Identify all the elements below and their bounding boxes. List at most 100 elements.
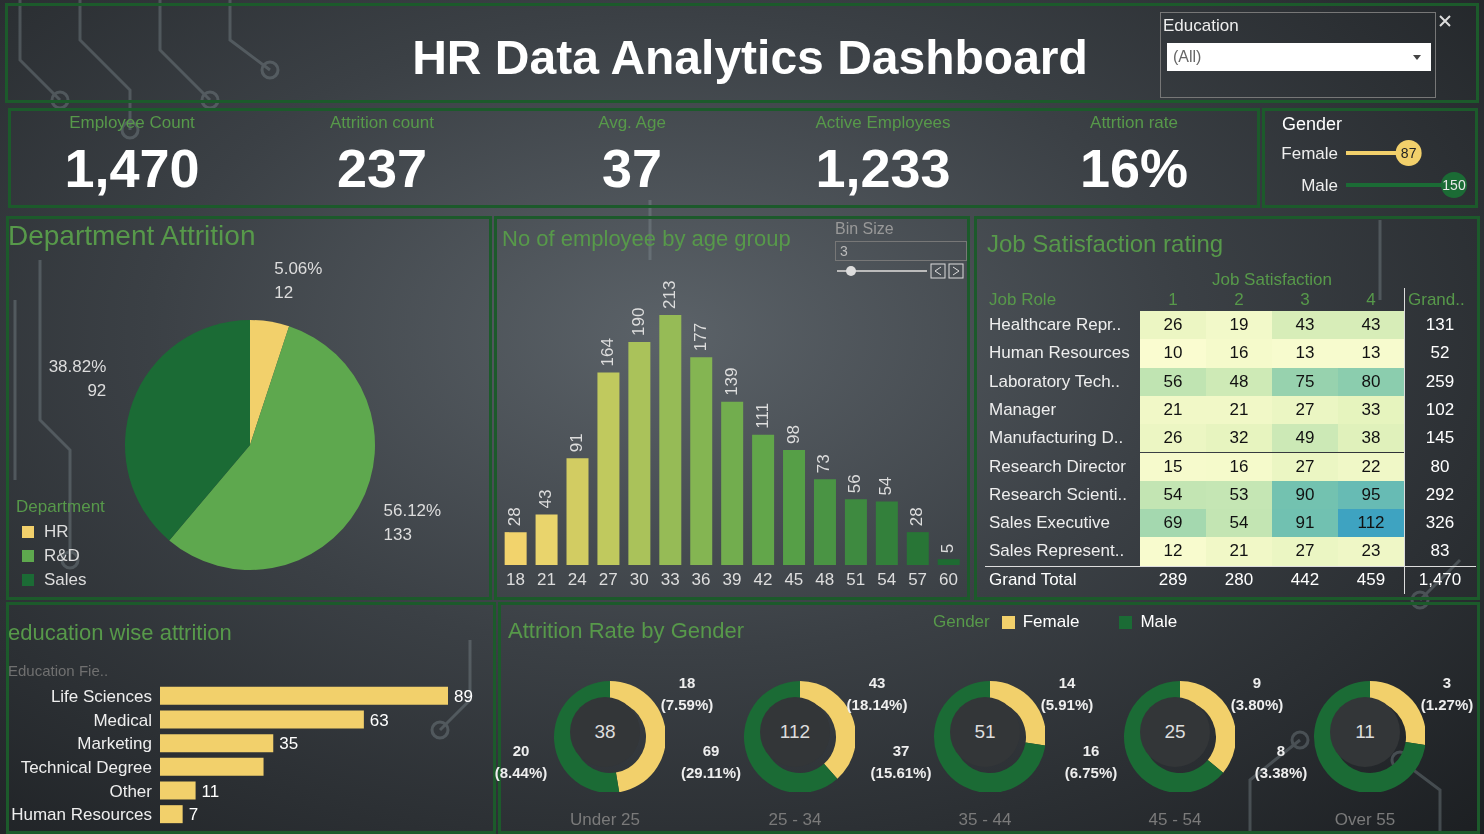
svg-text:27: 27 xyxy=(599,570,618,589)
html-text:56: 56 xyxy=(1163,371,1183,391)
html-text:HR Data Analytics Dashboard: HR Data Analytics Dashboard xyxy=(412,31,1088,84)
svg-text:60: 60 xyxy=(939,570,958,589)
svg-text:21: 21 xyxy=(537,570,556,589)
svg-text:48: 48 xyxy=(815,570,834,589)
html-text:259: 259 xyxy=(1425,371,1455,391)
svg-text:63: 63 xyxy=(370,711,389,730)
svg-text:190: 190 xyxy=(629,308,648,336)
html-text:27: 27 xyxy=(1295,399,1315,419)
html-text:33: 33 xyxy=(1361,399,1381,419)
html-text:No of employee by age group: No of employee by age group xyxy=(502,226,791,251)
html-text:11: 11 xyxy=(1355,721,1375,742)
svg-text:150: 150 xyxy=(1442,177,1466,193)
svg-text:5.06%: 5.06% xyxy=(274,259,322,278)
svg-text:45: 45 xyxy=(784,570,803,589)
html-text:38: 38 xyxy=(1361,428,1381,448)
html-text:112: 112 xyxy=(779,721,811,742)
svg-text:89: 89 xyxy=(454,687,473,706)
svg-text:57: 57 xyxy=(908,570,927,589)
html-text:237: 237 xyxy=(336,138,427,198)
html-text:Research Scienti..: Research Scienti.. xyxy=(989,484,1127,504)
svg-text:43: 43 xyxy=(536,490,555,509)
svg-text:36: 36 xyxy=(692,570,711,589)
svg-text:12: 12 xyxy=(274,283,293,302)
svg-text:5: 5 xyxy=(938,544,957,553)
html-text:10: 10 xyxy=(1163,343,1183,363)
html-text:education wise attrition: education wise attrition xyxy=(8,620,232,645)
svg-text:Medical: Medical xyxy=(93,711,152,730)
svg-text:213: 213 xyxy=(660,281,679,309)
html-text:80: 80 xyxy=(1361,371,1381,391)
html-text:16%: 16% xyxy=(1080,138,1188,198)
html-text:15: 15 xyxy=(1163,456,1183,476)
html-text:25: 25 xyxy=(1164,721,1186,742)
html-text:145: 145 xyxy=(1425,428,1455,448)
html-text:27: 27 xyxy=(1295,456,1315,476)
svg-text:92: 92 xyxy=(87,381,106,400)
svg-text:139: 139 xyxy=(722,367,741,395)
html-text:Laboratory Tech..: Laboratory Tech.. xyxy=(989,371,1120,391)
svg-text:Male: Male xyxy=(1301,176,1338,195)
html-text:49: 49 xyxy=(1295,428,1315,448)
svg-text:7: 7 xyxy=(189,805,198,824)
html-text:32: 32 xyxy=(1229,428,1249,448)
svg-text:111: 111 xyxy=(753,403,772,429)
svg-text:Life Sciences: Life Sciences xyxy=(51,687,152,706)
svg-text:56: 56 xyxy=(845,474,864,493)
html-text:37: 37 xyxy=(602,138,662,198)
html-text:22: 22 xyxy=(1361,456,1381,476)
html-text:51: 51 xyxy=(974,721,996,742)
html-text:Manager: Manager xyxy=(989,399,1057,419)
html-text:Human Resources: Human Resources xyxy=(989,343,1130,363)
svg-text:24: 24 xyxy=(568,570,587,589)
html-text:13: 13 xyxy=(1295,343,1315,363)
svg-text:Marketing: Marketing xyxy=(77,734,152,753)
svg-text:28: 28 xyxy=(505,507,524,526)
html-text:Department Attrition: Department Attrition xyxy=(8,220,256,251)
svg-text:Female: Female xyxy=(1281,144,1338,163)
html-text:52: 52 xyxy=(1430,343,1450,363)
html-text:21: 21 xyxy=(1229,399,1249,419)
svg-text:73: 73 xyxy=(814,454,833,473)
html-text:Manufacturing D..: Manufacturing D.. xyxy=(989,428,1124,448)
svg-text:Human Resources: Human Resources xyxy=(11,805,152,824)
svg-text:54: 54 xyxy=(877,570,896,589)
svg-text:11: 11 xyxy=(202,782,220,801)
html-text:1,233: 1,233 xyxy=(815,138,951,198)
svg-text:54: 54 xyxy=(876,477,895,496)
html-text:13: 13 xyxy=(1361,343,1381,363)
html-text:16: 16 xyxy=(1229,456,1249,476)
html-text:16: 16 xyxy=(1229,343,1249,363)
svg-text:39: 39 xyxy=(723,570,742,589)
svg-text:42: 42 xyxy=(753,570,772,589)
svg-text:164: 164 xyxy=(598,338,617,366)
svg-text:38.82%: 38.82% xyxy=(49,357,107,376)
html-text:26: 26 xyxy=(1163,428,1183,448)
html-text:102: 102 xyxy=(1425,399,1455,419)
html-text:38: 38 xyxy=(594,721,616,742)
svg-text:18: 18 xyxy=(506,570,525,589)
svg-text:28: 28 xyxy=(907,507,926,526)
html-text:75: 75 xyxy=(1295,371,1315,391)
svg-text:98: 98 xyxy=(784,425,803,444)
html-text:21: 21 xyxy=(1163,399,1183,419)
svg-text:87: 87 xyxy=(1401,145,1417,161)
html-text:Gender: Gender xyxy=(1282,114,1342,134)
html-text:1,470: 1,470 xyxy=(64,138,200,198)
svg-text:33: 33 xyxy=(661,570,680,589)
html-text:48: 48 xyxy=(1229,371,1249,391)
svg-text:133: 133 xyxy=(384,525,412,544)
html-text:54: 54 xyxy=(1163,484,1183,504)
svg-text:56.12%: 56.12% xyxy=(384,501,442,520)
html-text:Job Satisfaction rating: Job Satisfaction rating xyxy=(987,230,1224,257)
svg-text:Technical Degree: Technical Degree xyxy=(21,758,152,777)
html-text:80: 80 xyxy=(1430,456,1450,476)
html-text:Attrition Rate by Gender: Attrition Rate by Gender xyxy=(508,618,744,643)
svg-text:177: 177 xyxy=(691,323,710,351)
svg-text:35: 35 xyxy=(279,734,298,753)
svg-text:91: 91 xyxy=(567,433,586,452)
svg-text:51: 51 xyxy=(846,570,865,589)
svg-text:Other: Other xyxy=(109,782,152,801)
html-text:Research Director: Research Director xyxy=(989,456,1126,476)
svg-text:30: 30 xyxy=(630,570,649,589)
